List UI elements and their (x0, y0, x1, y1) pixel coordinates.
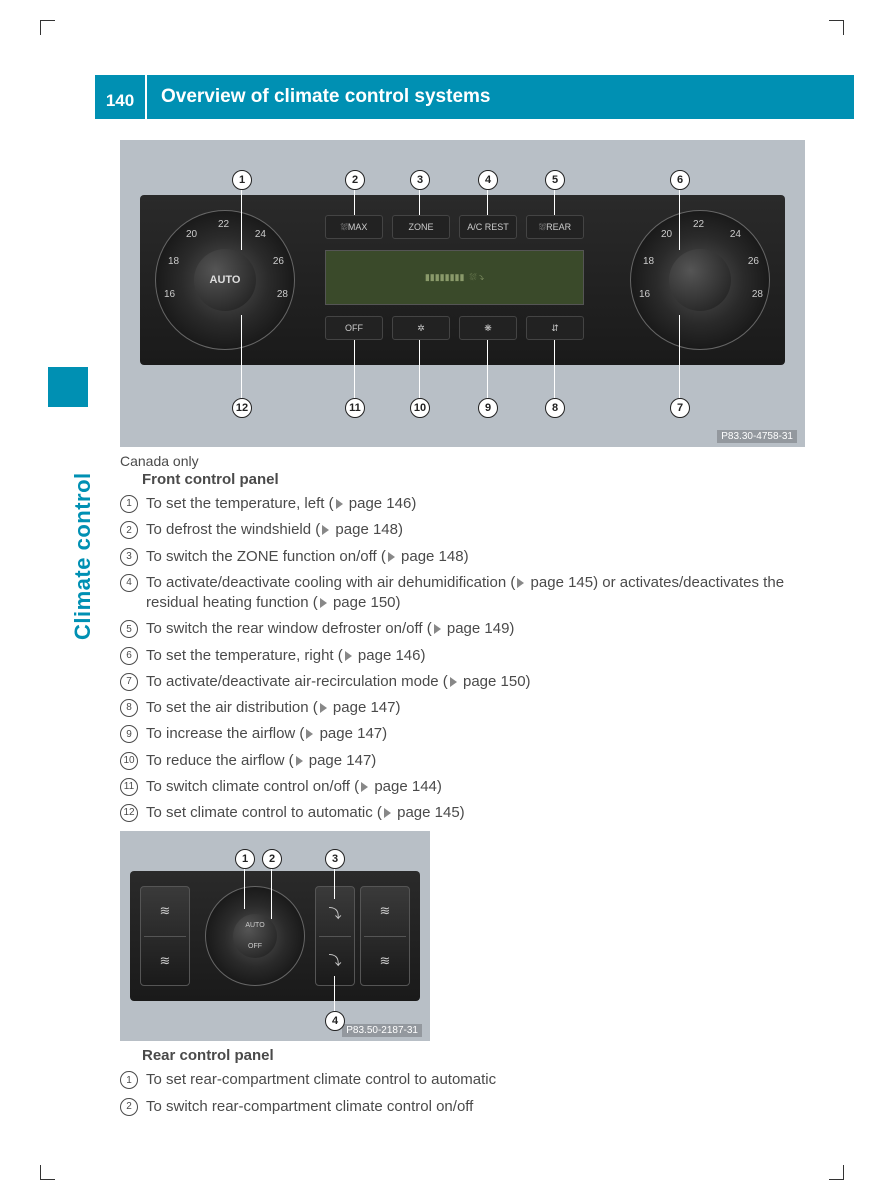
legend-number: 1 (120, 495, 138, 513)
legend-item: 10 To reduce the airflow ( page 147) (120, 751, 799, 771)
legend-text: To activate/deactivate cooling with air … (146, 573, 799, 614)
legend-front: 1 To set the temperature, left ( page 146… (120, 494, 799, 823)
legend-item: 5 To switch the rear window defroster on/… (120, 619, 799, 639)
side-tab-label: Climate control (70, 472, 96, 640)
legend-number: 5 (120, 620, 138, 638)
callout: 7 (670, 398, 690, 418)
figure-caption: Canada only (120, 453, 799, 469)
callout: 3 (325, 849, 345, 869)
legend-text: To switch rear-compartment climate contr… (146, 1097, 799, 1117)
air-dist-rocker: ⤵⤵ (315, 886, 355, 986)
crop-mark (40, 1165, 55, 1180)
defrost-button: ⛆MAX (325, 215, 383, 239)
callout: 8 (545, 398, 565, 418)
callout: 6 (670, 170, 690, 190)
legend-number: 9 (120, 725, 138, 743)
fan-up-button: ❋ (459, 316, 517, 340)
legend-text: To set the temperature, left ( page 146) (146, 494, 799, 514)
legend-rear: 1 To set rear-compartment climate control… (120, 1070, 799, 1117)
off-button: OFF (325, 316, 383, 340)
legend-text: To set climate control to automatic ( pa… (146, 803, 799, 823)
callout: 3 (410, 170, 430, 190)
page-header: 140 Overview of climate control systems (95, 75, 854, 119)
legend-number: 4 (120, 574, 138, 592)
figure-front-panel: AUTO 16 18 20 22 24 26 28 16 18 20 22 24… (120, 140, 805, 447)
rear-dial: AUTO OFF (205, 886, 305, 986)
legend-item: 9 To increase the airflow ( page 147) (120, 724, 799, 744)
figure-code: P83.30-4758-31 (717, 430, 797, 443)
legend-item: 7 To activate/deactivate air-recirculatio… (120, 672, 799, 692)
legend-text: To set rear-compartment climate control … (146, 1070, 799, 1090)
callout: 11 (345, 398, 365, 418)
legend-text: To set the air distribution ( page 147) (146, 698, 799, 718)
callout: 2 (345, 170, 365, 190)
legend-item: 1 To set rear-compartment climate control… (120, 1070, 799, 1090)
rear-defrost-button: ⛆REAR (526, 215, 584, 239)
climate-display: ▮▮▮▮▮▮▮▮ ⛆ ⤵ (325, 250, 584, 305)
figure-code: P83.50-2187-31 (342, 1024, 422, 1037)
legend-item: 2 To switch rear-compartment climate cont… (120, 1097, 799, 1117)
legend-item: 3 To switch the ZONE function on/off ( pa… (120, 547, 799, 567)
page-title: Overview of climate control systems (147, 86, 490, 108)
temperature-dial-right: 16 18 20 22 24 26 28 (630, 210, 770, 350)
legend-item: 12 To set climate control to automatic ( … (120, 803, 799, 823)
legend-item: 1 To set the temperature, left ( page 146… (120, 494, 799, 514)
callout: 4 (478, 170, 498, 190)
legend-number: 2 (120, 1098, 138, 1116)
callout: 12 (232, 398, 252, 418)
air-dist-button: ⇵ (526, 316, 584, 340)
legend-number: 11 (120, 778, 138, 796)
legend-number: 7 (120, 673, 138, 691)
page-number: 140 (95, 75, 147, 119)
legend-text: To set the temperature, right ( page 146… (146, 646, 799, 666)
crop-mark (829, 1165, 844, 1180)
zone-button: ZONE (392, 215, 450, 239)
crop-mark (829, 20, 844, 35)
legend-item: 6 To set the temperature, right ( page 14… (120, 646, 799, 666)
legend-number: 10 (120, 752, 138, 770)
callout: 1 (232, 170, 252, 190)
callout: 1 (235, 849, 255, 869)
legend-text: To increase the airflow ( page 147) (146, 724, 799, 744)
callout: 9 (478, 398, 498, 418)
subheading: Front control panel (142, 471, 799, 488)
side-accent (48, 367, 88, 407)
legend-text: To activate/deactivate air-recirculation… (146, 672, 799, 692)
ac-button: A/C REST (459, 215, 517, 239)
legend-item: 2 To defrost the windshield ( page 148) (120, 520, 799, 540)
seat-heat-left: ≋≋ (140, 886, 190, 986)
callout: 2 (262, 849, 282, 869)
legend-text: To defrost the windshield ( page 148) (146, 520, 799, 540)
callout: 5 (545, 170, 565, 190)
legend-number: 3 (120, 548, 138, 566)
legend-text: To reduce the airflow ( page 147) (146, 751, 799, 771)
legend-number: 1 (120, 1071, 138, 1089)
legend-item: 4 To activate/deactivate cooling with air… (120, 573, 799, 614)
legend-item: 11 To switch climate control on/off ( pag… (120, 777, 799, 797)
legend-number: 8 (120, 699, 138, 717)
legend-text: To switch climate control on/off ( page … (146, 777, 799, 797)
temperature-dial-left: AUTO 16 18 20 22 24 26 28 (155, 210, 295, 350)
seat-heat-right: ≋≋ (360, 886, 410, 986)
figure-rear-panel: ≋≋ ≋≋ ⤵⤵ AUTO OFF 1 2 3 4 P83.50-2187-31 (120, 831, 430, 1041)
subheading: Rear control panel (142, 1047, 799, 1064)
legend-number: 2 (120, 521, 138, 539)
legend-text: To switch the rear window defroster on/o… (146, 619, 799, 639)
legend-item: 8 To set the air distribution ( page 147) (120, 698, 799, 718)
fan-down-button: ✲ (392, 316, 450, 340)
content-area: AUTO 16 18 20 22 24 26 28 16 18 20 22 24… (120, 140, 799, 1123)
legend-number: 6 (120, 647, 138, 665)
crop-mark (40, 20, 55, 35)
legend-number: 12 (120, 804, 138, 822)
callout: 10 (410, 398, 430, 418)
legend-text: To switch the ZONE function on/off ( pag… (146, 547, 799, 567)
